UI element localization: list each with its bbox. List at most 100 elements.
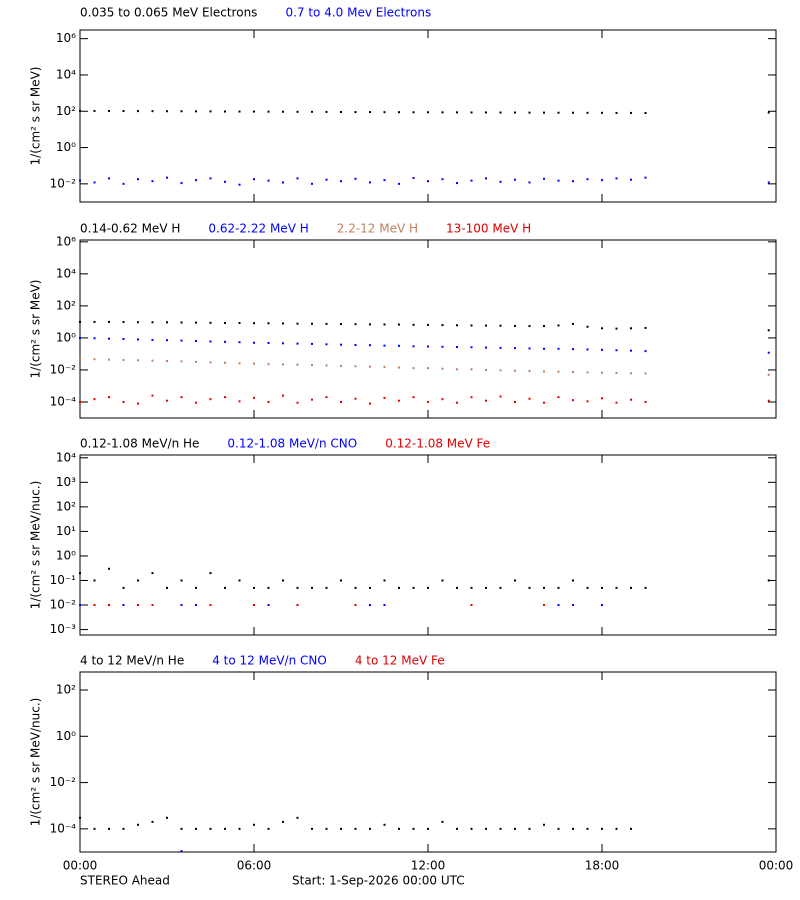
data-point [572,604,574,607]
data-point [267,342,270,345]
data-point [383,179,386,182]
data-point [311,342,313,345]
data-point [557,586,560,589]
data-point [108,177,110,180]
data-point [209,361,212,364]
data-point [340,364,342,367]
data-point [209,321,212,324]
data-point [543,347,545,350]
y-tick-label: 10⁻² [50,598,77,612]
data-point [79,320,81,323]
data-point [224,827,226,830]
data-point [253,341,255,344]
x-tick-label: 00:00 [759,859,794,873]
y-tick-label: 10² [56,104,76,118]
data-point [572,399,574,402]
data-point [586,827,589,830]
data-point [630,327,632,330]
data-point [151,338,154,341]
data-point [151,394,154,397]
data-point [224,340,226,343]
data-point [586,348,589,351]
data-point [557,396,560,399]
data-point [267,586,270,589]
data-point [108,320,110,323]
data-point [340,579,342,582]
data-point [601,586,603,589]
data-point [267,363,270,366]
data-point [325,343,328,346]
data-point [79,109,81,112]
data-point [267,110,270,113]
data-point [514,579,516,582]
data-point [195,340,197,343]
data-point [398,366,400,369]
data-point [601,111,603,114]
data-point [195,586,197,589]
data-point [340,400,342,403]
data-point [441,324,444,327]
data-point [340,827,342,830]
data-point [93,109,96,112]
data-point [398,182,400,185]
data-point [79,357,81,360]
data-point [499,180,502,183]
data-point [296,363,299,366]
data-point [398,586,400,589]
data-point [267,179,270,182]
data-point [543,177,545,180]
data-point [557,604,560,607]
y-tick-label: 10⁴ [56,67,76,81]
y-tick-label: 10³ [56,475,76,489]
data-point [514,347,516,350]
data-point [93,320,96,323]
data-point [485,177,487,180]
data-point [398,827,400,830]
data-point [296,342,299,345]
data-point [615,349,618,352]
data-point [122,110,125,113]
data-point [499,586,502,589]
data-point [180,827,183,830]
data-point [557,827,560,830]
data-point [122,321,125,324]
data-point [267,827,270,830]
data-point [224,361,226,364]
data-point [441,111,444,114]
data-point [195,321,197,324]
data-point [137,402,139,405]
data-point [528,181,531,184]
data-point [282,110,284,113]
data-point [543,370,545,373]
data-point [644,176,647,179]
data-point [572,348,574,351]
data-point [499,369,502,372]
data-point [122,586,125,589]
data-point [195,110,197,113]
data-point [209,398,212,401]
data-point [601,371,603,374]
data-point [166,360,168,363]
y-tick-label: 10⁶ [56,234,76,248]
data-point [354,323,357,326]
data-point [224,321,226,324]
y-tick-label: 10⁴ [56,450,76,464]
data-point [485,346,487,349]
data-point [180,850,183,853]
data-point [470,324,473,327]
data-point [441,820,444,823]
data-point [122,604,125,607]
data-point [137,604,139,607]
data-point [195,604,197,607]
y-tick-label: 10² [56,499,76,513]
data-point [528,111,531,114]
data-point [311,182,313,185]
data-point [354,111,357,114]
data-point [398,399,400,402]
data-point [166,816,168,819]
legend-entry: 2.2-12 MeV H [337,222,418,236]
data-point [427,111,429,114]
data-point [296,816,299,819]
data-point [456,111,458,114]
data-point [543,604,545,607]
